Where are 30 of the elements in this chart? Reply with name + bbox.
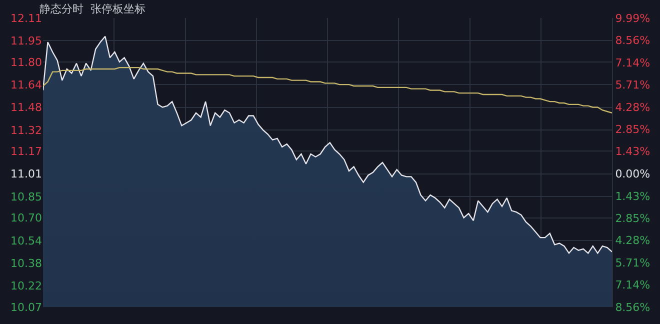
chart-title: 静态分时 张停板坐标 (40, 2, 146, 16)
y-tick-label: 10.85 (10, 190, 42, 204)
y2-tick-label: 7.14% (615, 56, 650, 70)
y2-tick-label: 4.28% (615, 100, 650, 114)
y-tick-label: 11.01 (10, 168, 42, 181)
y-tick-label: 11.48 (10, 101, 42, 114)
y-tick-label: 11.32 (10, 124, 42, 137)
y-tick-label: 10.54 (10, 234, 42, 248)
y2-tick-label: 1.43% (615, 145, 650, 158)
y-tick-label: 11.17 (10, 145, 42, 158)
y-tick-label: 11.64 (10, 78, 42, 92)
y2-tick-label: 2.85% (615, 123, 650, 136)
y-tick-label: 10.38 (10, 256, 42, 270)
y-tick-label: 10.22 (10, 280, 42, 293)
y-tick-label: 11.95 (10, 34, 42, 48)
y2-tick-label: 9.99% (615, 12, 650, 25)
y2-tick-label: 8.56% (615, 300, 650, 314)
y2-tick-label: 5.71% (615, 78, 650, 92)
y-tick-label: 11.80 (10, 56, 42, 69)
y2-tick-label: 2.85% (615, 212, 650, 225)
y2-tick-label: 7.14% (615, 278, 650, 292)
y-tick-label: 12.11 (10, 12, 42, 25)
y-tick-label: 10.07 (10, 300, 42, 314)
y2-tick-label: 1.43% (615, 190, 650, 203)
y2-tick-label: 8.56% (615, 34, 650, 48)
y-tick-label: 10.70 (10, 212, 42, 225)
line-series (43, 66, 612, 114)
y2-tick-label: 0.00% (615, 167, 650, 180)
y2-tick-label: 4.28% (615, 234, 650, 248)
y2-tick-label: 5.71% (615, 256, 650, 270)
